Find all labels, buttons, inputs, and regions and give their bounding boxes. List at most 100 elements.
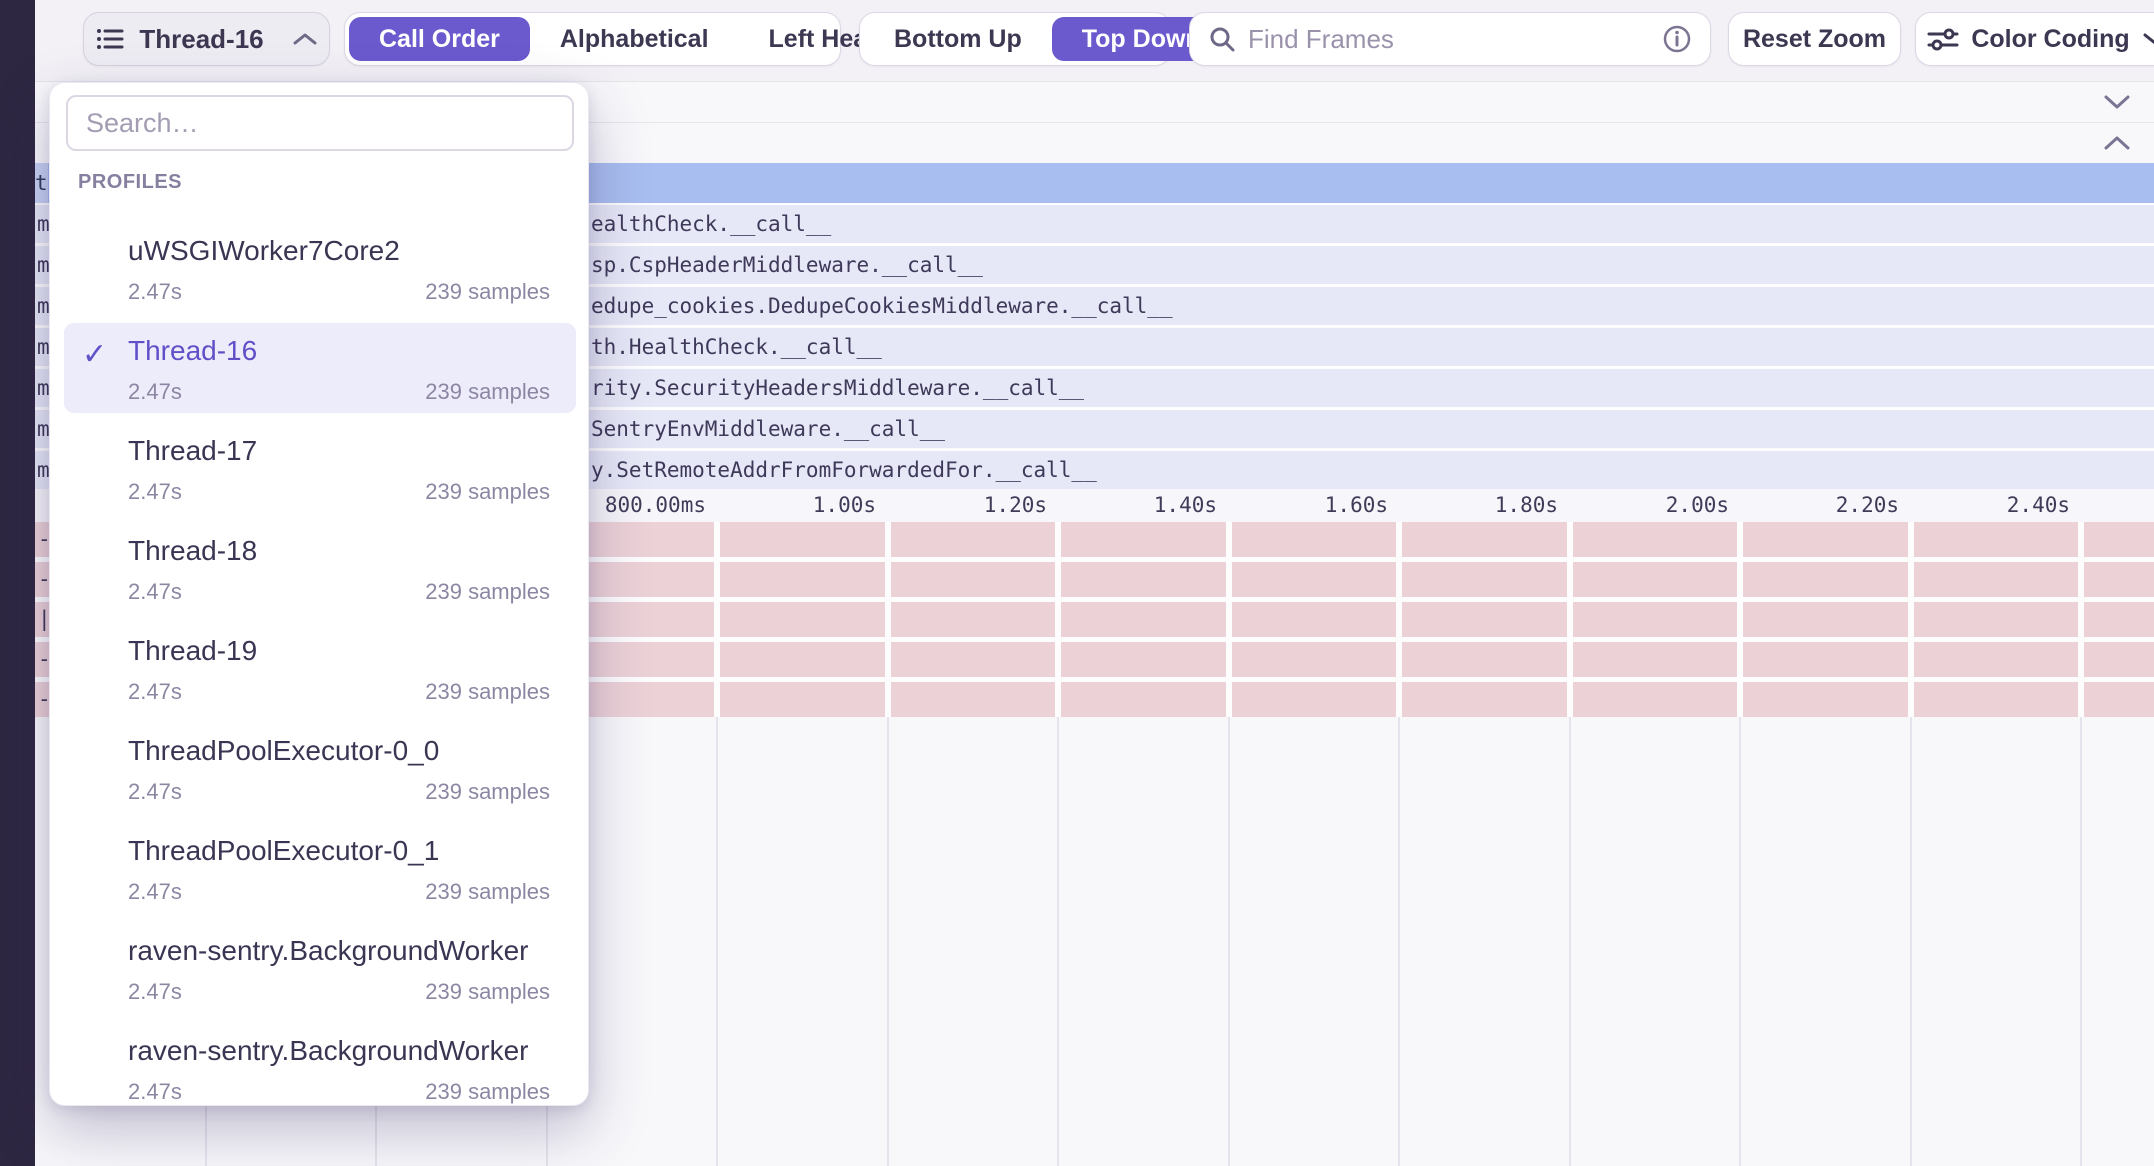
left-dark-sidebar	[0, 0, 35, 1166]
grid-line-vertical	[1908, 522, 1914, 717]
axis-tick-label: 1.40s	[1057, 493, 1217, 517]
sort-order-tab-group: Call OrderAlphabeticalLeft Heavy	[344, 12, 841, 66]
flame-row-label: ealthCheck.__call__	[591, 212, 831, 236]
grid-line-vertical	[1398, 717, 1400, 1166]
profile-duration: 2.47s	[128, 579, 182, 605]
flame-row-label: sp.CspHeaderMiddleware.__call__	[591, 253, 983, 277]
profile-list-item[interactable]: ✓ Thread-16 2.47s 239 samples	[50, 321, 589, 421]
tab-bottom-up[interactable]: Bottom Up	[864, 17, 1052, 61]
axis-tick-label: 2.40s	[1910, 493, 2070, 517]
profile-list-item[interactable]: ✓ThreadPoolExecutor-0_12.47s239 samples	[50, 821, 589, 921]
profile-duration: 2.47s	[128, 679, 182, 705]
check-icon: ✓	[82, 337, 107, 372]
flame-row-left-fragment: m	[37, 376, 50, 400]
profile-name: uWSGIWorker7Core2	[128, 235, 400, 267]
thread-selector-label: Thread-16	[139, 24, 263, 55]
profile-name: Thread-19	[128, 635, 257, 667]
tab-label: Top Down	[1082, 25, 1201, 54]
profile-duration: 2.47s	[128, 879, 182, 905]
grid-line-vertical	[2080, 717, 2082, 1166]
sliders-icon	[1927, 25, 1959, 53]
grid-line-vertical	[2078, 522, 2084, 717]
grid-line-vertical	[1396, 522, 1402, 717]
tab-label: Alphabetical	[560, 25, 709, 54]
profile-list-item[interactable]: ✓Thread-172.47s239 samples	[50, 421, 589, 521]
flame-row-left-fragment: m	[37, 212, 50, 236]
axis-tick-label: 1.80s	[1398, 493, 1558, 517]
dropdown-search-input[interactable]	[66, 95, 574, 151]
list-icon	[95, 25, 125, 53]
flame-row-left-fragment: m	[37, 335, 50, 359]
profile-name: raven-sentry.BackgroundWorker	[128, 935, 528, 967]
info-icon[interactable]	[1662, 24, 1692, 54]
axis-tick-label: 1.20s	[887, 493, 1047, 517]
profile-sample-count: 239 samples	[425, 979, 550, 1005]
tab-label: Bottom Up	[894, 25, 1022, 54]
flame-row-left-fragment: m	[37, 253, 50, 277]
flame-frame-fragment: t	[35, 163, 48, 203]
profile-sample-count: 239 samples	[425, 679, 550, 705]
color-coding-label: Color Coding	[1971, 25, 2129, 54]
grid-line-vertical	[1226, 522, 1232, 717]
grid-line-vertical	[1057, 717, 1059, 1166]
profile-list-item[interactable]: ✓raven-sentry.BackgroundWorker2.47s239 s…	[50, 921, 589, 1021]
chevron-down-icon[interactable]	[2102, 92, 2132, 112]
chevron-up-icon[interactable]	[2102, 133, 2132, 153]
flame-row-label: th.HealthCheck.__call__	[591, 335, 882, 359]
profile-sample-count: 239 samples	[425, 279, 550, 305]
grid-line-vertical	[716, 717, 718, 1166]
reset-zoom-label: Reset Zoom	[1743, 25, 1886, 54]
profile-sample-count: 239 samples	[425, 879, 550, 905]
grid-line-vertical	[1567, 522, 1573, 717]
find-frames-input[interactable]	[1248, 24, 1650, 55]
profile-list-item[interactable]: ✓uWSGIWorker7Core22.47s239 samples	[50, 221, 589, 321]
profile-list-item[interactable]: ✓Thread-192.47s239 samples	[50, 621, 589, 721]
color-coding-button[interactable]: Color Coding	[1915, 12, 2154, 66]
grid-line-vertical	[1228, 717, 1230, 1166]
profile-duration: 2.47s	[128, 779, 182, 805]
grid-line-vertical	[1569, 717, 1571, 1166]
grid-line-vertical	[1910, 717, 1912, 1166]
profile-duration: 2.47s	[128, 379, 182, 405]
profile-sample-count: 239 samples	[425, 479, 550, 505]
profile-name: ThreadPoolExecutor-0_0	[128, 735, 439, 767]
grid-line-vertical	[1055, 522, 1061, 717]
thread-selector-button[interactable]: Thread-16	[83, 12, 330, 66]
grid-line-vertical	[1739, 717, 1741, 1166]
reset-zoom-button[interactable]: Reset Zoom	[1728, 12, 1901, 66]
flame-row-label: rity.SecurityHeadersMiddleware.__call__	[591, 376, 1084, 400]
flame-row-left-fragment: m	[37, 417, 50, 441]
profile-list-item[interactable]: ✓Thread-182.47s239 samples	[50, 521, 589, 621]
search-icon	[1208, 25, 1236, 53]
profile-list-item[interactable]: ✓raven-sentry.BackgroundWorker2.47s239 s…	[50, 1021, 589, 1106]
tab-alphabetical[interactable]: Alphabetical	[530, 17, 739, 61]
grid-line-vertical	[887, 717, 889, 1166]
flame-row-label: edupe_cookies.DedupeCookiesMiddleware.__…	[591, 294, 1173, 318]
profile-name: ThreadPoolExecutor-0_1	[128, 835, 439, 867]
profile-name: Thread-17	[128, 435, 257, 467]
chevron-down-icon	[2142, 31, 2154, 47]
axis-tick-label: 1.00s	[716, 493, 876, 517]
profiles-section-label: PROFILES	[78, 171, 182, 194]
tab-label: Call Order	[379, 25, 500, 54]
flame-row-label: y.SetRemoteAddrFromForwardedFor.__call__	[591, 458, 1097, 482]
flame-row-label: SentryEnvMiddleware.__call__	[591, 417, 945, 441]
toolbar: Thread-16 Call OrderAlphabeticalLeft Hea…	[35, 0, 2154, 81]
flame-row-left-fragment: m	[37, 294, 50, 318]
profile-duration: 2.47s	[128, 979, 182, 1005]
profile-sample-count: 239 samples	[425, 779, 550, 805]
profile-name: raven-sentry.BackgroundWorker	[128, 1035, 528, 1067]
axis-tick-label: 1.60s	[1228, 493, 1388, 517]
profile-name: Thread-18	[128, 535, 257, 567]
profile-sample-count: 239 samples	[425, 1079, 550, 1105]
flame-row-left-fragment: m	[37, 458, 50, 482]
profile-sample-count: 239 samples	[425, 379, 550, 405]
profile-list-item[interactable]: ✓ThreadPoolExecutor-0_02.47s239 samples	[50, 721, 589, 821]
thread-dropdown-panel: PROFILES ✓uWSGIWorker7Core22.47s239 samp…	[49, 82, 589, 1106]
axis-tick-label: 2.20s	[1739, 493, 1899, 517]
profile-name: Thread-16	[128, 335, 257, 367]
direction-tab-group: Bottom UpTop Down	[859, 12, 1171, 66]
grid-line-vertical	[714, 522, 720, 717]
axis-tick-label: 2.00s	[1569, 493, 1729, 517]
tab-call-order[interactable]: Call Order	[349, 17, 530, 61]
